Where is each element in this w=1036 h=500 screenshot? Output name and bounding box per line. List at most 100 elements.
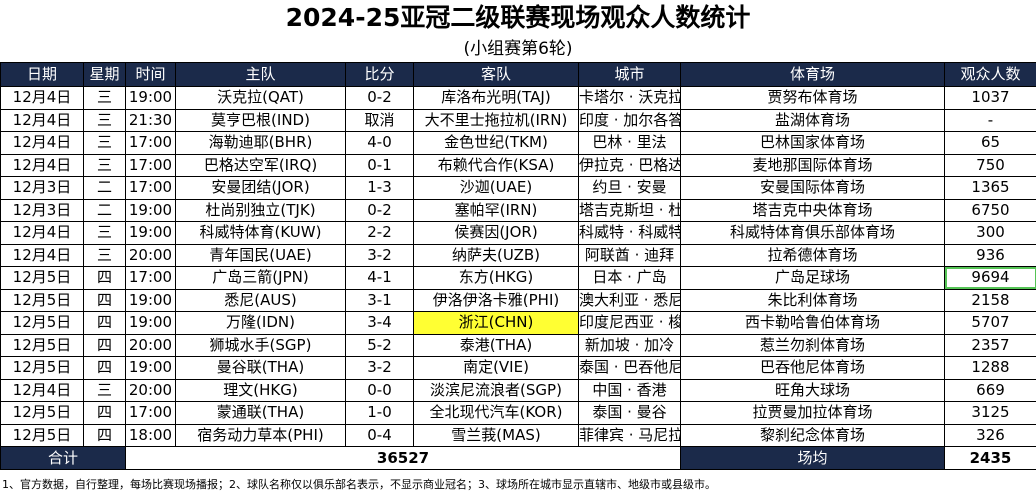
cell-stadium: 朱比利体育场 (680, 288, 945, 312)
cell-away: 淡滨尼流浪者(SGP) (413, 378, 579, 402)
cell-date: 12月5日 (0, 288, 84, 312)
cell-weekday: 三 (83, 108, 126, 132)
cell-city: 中国 · 香港 (578, 378, 681, 402)
cell-score: 4-0 (345, 131, 414, 155)
cell-weekday: 三 (83, 153, 126, 177)
cell-home: 青年国民(UAE) (175, 243, 346, 267)
cell-stadium: 拉贾曼加拉体育场 (680, 401, 945, 425)
cell-stadium: 西卡勒哈鲁伯体育场 (680, 311, 945, 335)
cell-attendance: 65 (944, 131, 1036, 155)
cell-city: 巴林 · 里法 (578, 131, 681, 155)
cell-stadium: 广岛足球场 (680, 266, 945, 290)
cell-home: 莫亨巴根(IND) (175, 108, 346, 132)
cell-away: 伊洛伊洛卡雅(PHI) (413, 288, 579, 312)
cell-attendance-highlighted: 9694 (944, 266, 1036, 290)
attendance-table: 日期 星期 时间 主队 比分 客队 城市 体育场 观众人数 12月4日三 19:0… (0, 62, 1036, 470)
cell-weekday: 四 (83, 356, 126, 380)
cell-score: 3-2 (345, 243, 414, 267)
cell-away: 塞帕罕(IRN) (413, 198, 579, 222)
cell-city: 泰国 · 巴吞他尼 (578, 356, 681, 380)
header-row: 日期 星期 时间 主队 比分 客队 城市 体育场 观众人数 (0, 62, 1036, 87)
table-row: 12月5日四 18:00 宿务动力草本(PHI) 0-4 雪兰莪(MAS) 菲律宾 · 马… (0, 423, 1036, 447)
cell-score: 4-1 (345, 266, 414, 290)
cell-time: 19:00 (125, 356, 176, 380)
average-value: 2435 (944, 446, 1036, 470)
cell-time: 17:00 (125, 176, 176, 200)
cell-weekday: 三 (83, 86, 126, 110)
header-score: 比分 (345, 62, 414, 87)
cell-time: 17:00 (125, 131, 176, 155)
cell-score: 1-0 (345, 401, 414, 425)
cell-stadium: 拉希德体育场 (680, 243, 945, 267)
table-row: 12月5日四 20:00 狮城水手(SGP) 5-2 泰港(THA) 新加坡 · 加冷 惹兰… (0, 333, 1036, 357)
cell-home: 科威特体育(KUW) (175, 221, 346, 245)
cell-score: 取消 (345, 108, 414, 132)
cell-stadium: 巴吞他尼体育场 (680, 356, 945, 380)
cell-score: 0-2 (345, 86, 414, 110)
header-attendance: 观众人数 (944, 62, 1036, 87)
average-label: 场均 (680, 446, 945, 470)
cell-city: 伊拉克 · 巴格达 (578, 153, 681, 177)
cell-time: 21:30 (125, 108, 176, 132)
cell-away: 库洛布光明(TAJ) (413, 86, 579, 110)
table-row: 12月4日三 17:00 巴格达空军(IRQ) 0-1 布赖代合作(KSA) 伊拉克 · … (0, 153, 1036, 177)
cell-home: 理文(HKG) (175, 378, 346, 402)
header-time: 时间 (125, 62, 176, 87)
cell-score: 2-2 (345, 221, 414, 245)
cell-attendance: 3125 (944, 401, 1036, 425)
cell-attendance: 750 (944, 153, 1036, 177)
cell-time: 20:00 (125, 333, 176, 357)
cell-date: 12月5日 (0, 266, 84, 290)
cell-stadium: 巴林国家体育场 (680, 131, 945, 155)
cell-attendance: - (944, 108, 1036, 132)
cell-weekday: 三 (83, 378, 126, 402)
cell-city: 菲律宾 · 马尼拉 (578, 423, 681, 447)
cell-attendance: 2158 (944, 288, 1036, 312)
cell-score: 3-2 (345, 356, 414, 380)
cell-time: 19:00 (125, 86, 176, 110)
cell-date: 12月4日 (0, 108, 84, 132)
cell-stadium: 盐湖体育场 (680, 108, 945, 132)
cell-date: 12月4日 (0, 243, 84, 267)
cell-weekday: 四 (83, 401, 126, 425)
cell-attendance: 5707 (944, 311, 1036, 335)
cell-away: 全北现代汽车(KOR) (413, 401, 579, 425)
cell-date: 12月3日 (0, 176, 84, 200)
cell-attendance: 6750 (944, 198, 1036, 222)
total-value: 36527 (125, 446, 681, 470)
cell-away: 大不里士拖拉机(IRN) (413, 108, 579, 132)
cell-away: 布赖代合作(KSA) (413, 153, 579, 177)
cell-weekday: 四 (83, 266, 126, 290)
cell-date: 12月3日 (0, 198, 84, 222)
table-row: 12月4日三 20:00 青年国民(UAE) 3-2 纳萨夫(UZB) 阿联酋 · 迪拜拉… (0, 243, 1036, 267)
cell-date: 12月5日 (0, 401, 84, 425)
cell-home: 安曼团结(JOR) (175, 176, 346, 200)
cell-time: 19:00 (125, 311, 176, 335)
cell-city: 日本 · 广岛 (578, 266, 681, 290)
cell-date: 12月5日 (0, 333, 84, 357)
cell-date: 12月4日 (0, 86, 84, 110)
cell-city: 塔吉克斯坦 · 杜尚别 (578, 198, 681, 222)
cell-home: 杜尚别独立(TJK) (175, 198, 346, 222)
cell-home: 沃克拉(QAT) (175, 86, 346, 110)
cell-weekday: 三 (83, 131, 126, 155)
cell-date: 12月5日 (0, 311, 84, 335)
cell-away: 纳萨夫(UZB) (413, 243, 579, 267)
header-away: 客队 (413, 62, 579, 87)
cell-away: 金色世纪(TKM) (413, 131, 579, 155)
cell-weekday: 二 (83, 198, 126, 222)
cell-weekday: 四 (83, 423, 126, 447)
cell-score: 0-1 (345, 153, 414, 177)
cell-attendance: 1365 (944, 176, 1036, 200)
cell-home: 广岛三箭(JPN) (175, 266, 346, 290)
cell-score: 0-4 (345, 423, 414, 447)
table-row: 12月5日四 17:00 广岛三箭(JPN) 4-1 东方(HKG) 日本 · 广岛 广岛足… (0, 266, 1036, 290)
cell-city: 约旦 · 安曼 (578, 176, 681, 200)
cell-city: 泰国 · 曼谷 (578, 401, 681, 425)
cell-away: 侯赛因(JOR) (413, 221, 579, 245)
total-label: 合计 (0, 446, 126, 470)
header-weekday: 星期 (83, 62, 126, 87)
cell-home: 万隆(IDN) (175, 311, 346, 335)
cell-time: 20:00 (125, 243, 176, 267)
cell-date: 12月4日 (0, 153, 84, 177)
